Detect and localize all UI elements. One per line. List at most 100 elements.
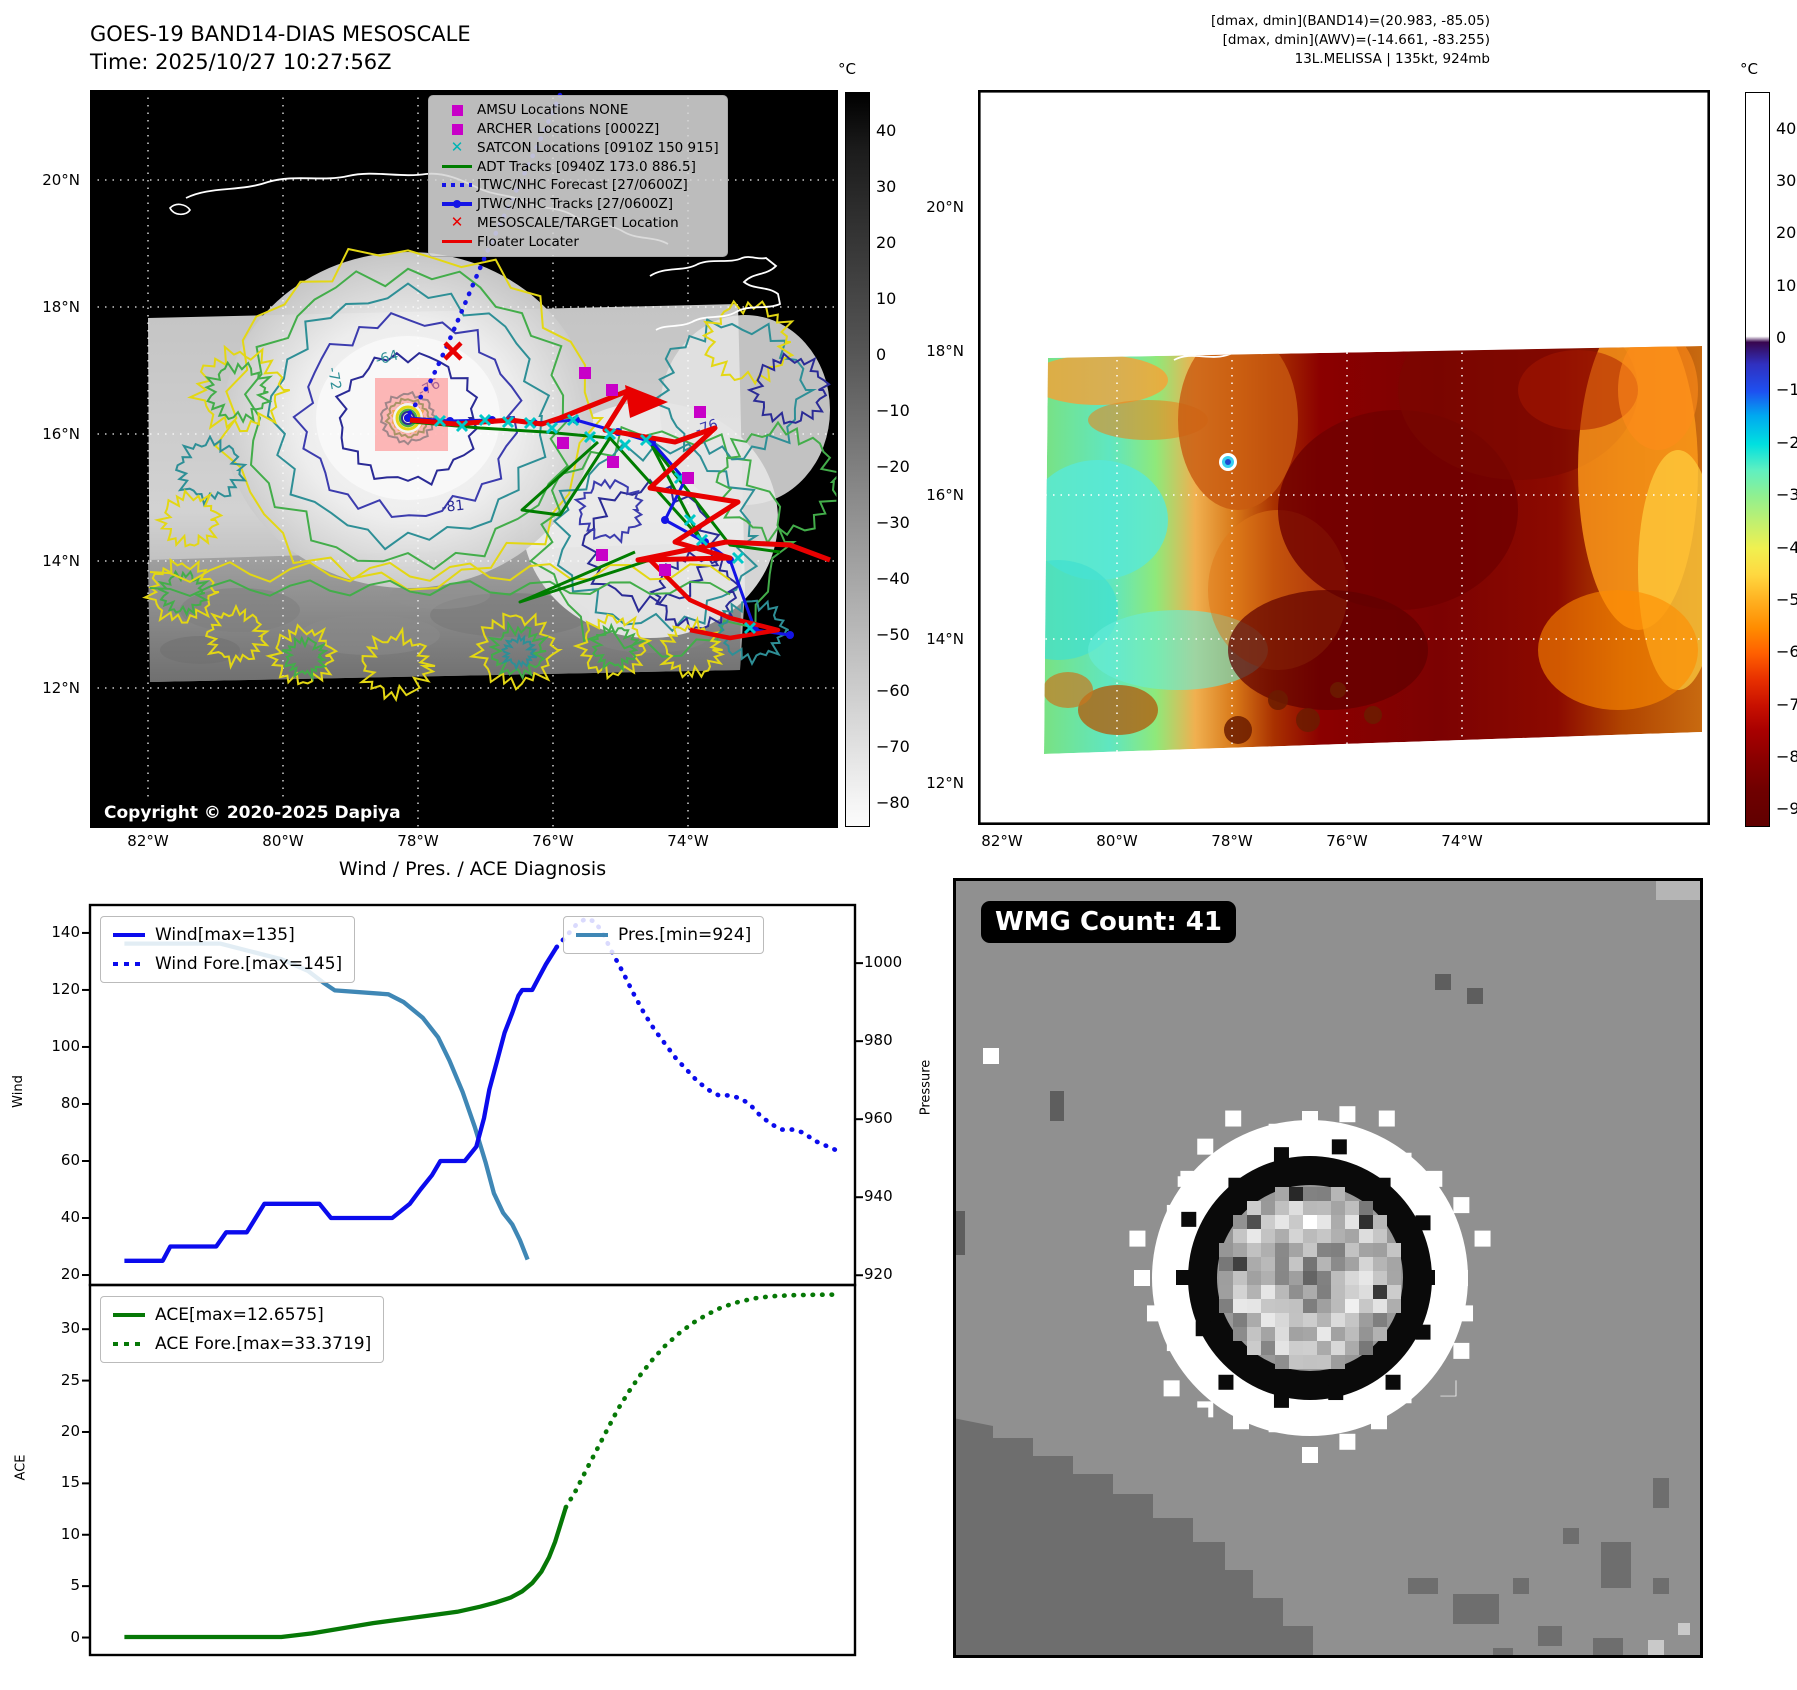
ace-ytick: 15 — [60, 1473, 80, 1492]
ace-legend-label: ACE[max=12.6575] — [155, 1305, 324, 1325]
legend-row: Wind Fore.[max=145] — [113, 953, 342, 975]
tr-cbar-tick: 10 — [1776, 275, 1797, 295]
tr-lat-tick: 18°N — [926, 342, 964, 360]
wind-fore-swatch — [113, 961, 145, 967]
wind-ytick: 140 — [51, 922, 80, 941]
legend-label: JTWC/NHC Tracks [27/0600Z] — [477, 196, 674, 213]
legend-row: ✕ MESOSCALE/TARGET Location — [437, 214, 719, 233]
tl-cbar-tick: −20 — [876, 456, 910, 476]
tr-cbar-tick: −30 — [1776, 485, 1797, 505]
tr-cbar-tick: 20 — [1776, 223, 1797, 243]
pres-ytick: 960 — [864, 1109, 893, 1128]
hurricane-eye — [1225, 459, 1231, 465]
line-marker-icon — [437, 239, 477, 244]
header-line: 13L.MELISSA | 135kt, 924mb — [1294, 51, 1490, 67]
tl-cbar-tick: −30 — [876, 512, 910, 532]
land-region — [953, 1418, 1313, 1658]
tl-cbar-tick: −40 — [876, 568, 910, 588]
header-line: [dmax, dmin](AWV)=(-14.661, -83.255) — [1222, 32, 1490, 48]
legend-row: ADT Tracks [0940Z 173.0 886.5] — [437, 157, 719, 176]
tr-lat-tick: 12°N — [926, 774, 964, 792]
wmg-count-map — [953, 878, 1703, 1658]
tr-cbar-tick: −50 — [1776, 589, 1797, 609]
satcon-x-icon — [433, 414, 447, 428]
legend-label: SATCON Locations [0910Z 150 915] — [477, 139, 719, 156]
legend-row: Floater Locater — [437, 232, 719, 251]
line-dot-marker-icon — [437, 199, 477, 208]
archer-square-icon — [682, 472, 694, 484]
tl-cbar-tick: 20 — [876, 233, 897, 253]
tl-colorbar — [845, 92, 870, 827]
archer-square-icon — [596, 549, 608, 561]
legend-row: JTWC/NHC Tracks [27/0600Z] — [437, 195, 719, 214]
legend-row: ✕ SATCON Locations [0910Z 150 915] — [437, 139, 719, 158]
satcon-x-icon — [603, 427, 617, 441]
tl-cbar-unit: °C — [838, 60, 856, 78]
wind-ytick: 60 — [60, 1150, 80, 1169]
wind-legend: Wind[max=135] Wind Fore.[max=145] — [100, 916, 356, 983]
tl-cbar-tick: 10 — [876, 289, 897, 309]
ace-axis-label: ACE — [13, 1454, 29, 1481]
pres-ytick: 1000 — [864, 953, 903, 972]
ir-color-map — [978, 90, 1710, 825]
pres-ytick: 940 — [864, 1187, 893, 1206]
tl-lat-tick: 12°N — [42, 679, 80, 697]
ace-fore-swatch — [113, 1341, 145, 1347]
wind-ytick: 20 — [60, 1265, 80, 1284]
satcon-x-icon — [455, 419, 469, 433]
legend-row: AMSU Locations NONE — [437, 101, 719, 120]
legend-row: ACE Fore.[max=33.3719] — [113, 1333, 371, 1355]
ace-fore-legend-label: ACE Fore.[max=33.3719] — [155, 1334, 372, 1354]
wind-fore-legend-label: Wind Fore.[max=145] — [155, 954, 343, 974]
tl-lon-tick: 78°W — [397, 832, 439, 850]
wmg-count-badge: WMG Count: 41 — [981, 901, 1236, 943]
tr-lon-tick: 74°W — [1441, 832, 1483, 850]
tr-lon-tick: 76°W — [1326, 832, 1368, 850]
tl-cbar-tick: 0 — [876, 344, 887, 364]
satcon-x-icon — [743, 621, 757, 635]
x-marker-icon: ✕ — [450, 138, 464, 157]
tr-cbar-tick: −70 — [1776, 694, 1797, 714]
satcon-x-icon — [683, 513, 697, 527]
storm-stats-header: [dmax, dmin](BAND14)=(20.983, -85.05) [dm… — [990, 12, 1490, 69]
satcon-x-icon — [566, 413, 580, 427]
satcon-x-icon — [618, 438, 632, 452]
tl-lon-tick: 74°W — [667, 832, 709, 850]
archer-square-icon — [606, 384, 618, 396]
legend-label: JTWC/NHC Forecast [27/0600Z] — [477, 177, 688, 194]
satcon-x-icon — [501, 415, 515, 429]
pres-line-swatch — [576, 932, 608, 938]
tr-cbar-tick: 0 — [1776, 328, 1787, 348]
series-Wind[max=135] — [124, 946, 559, 1263]
tl-lon-tick: 76°W — [532, 832, 574, 850]
tr-lat-tick: 14°N — [926, 630, 964, 648]
wind-axis-label: Wind — [10, 1075, 26, 1108]
contour-label: -72 — [324, 366, 344, 391]
tl-lon-tick: 80°W — [262, 832, 304, 850]
archer-square-icon — [607, 456, 619, 468]
ace-ytick: 10 — [60, 1524, 80, 1543]
wind-ytick: 100 — [51, 1036, 80, 1055]
tr-cbar-tick: −20 — [1776, 432, 1797, 452]
line-marker-icon — [437, 164, 477, 169]
target-x-icon — [443, 341, 463, 361]
satcon-x-icon — [695, 533, 709, 547]
satcon-x-icon — [639, 433, 653, 447]
tr-lat-tick: 20°N — [926, 198, 964, 216]
tr-lon-tick: 78°W — [1211, 832, 1253, 850]
legend-label: ADT Tracks [0940Z 173.0 886.5] — [477, 158, 696, 175]
ace-legend: ACE[max=12.6575] ACE Fore.[max=33.3719] — [100, 1296, 385, 1363]
tr-cbar-tick: −80 — [1776, 746, 1797, 766]
pressure-axis-label: Pressure — [918, 1059, 934, 1116]
tl-cbar-tick: 40 — [876, 121, 897, 141]
page-title: GOES-19 BAND14-DIAS MESOSCALE — [90, 22, 471, 46]
legend-label: ARCHER Locations [0002Z] — [477, 121, 660, 138]
ace-chart — [82, 1283, 857, 1657]
ace-ytick: 5 — [70, 1576, 80, 1595]
dotted-line-icon — [437, 183, 477, 188]
wind-ytick: 120 — [51, 979, 80, 998]
legend-row: ARCHER Locations [0002Z] — [437, 120, 719, 139]
legend-label: Floater Locater — [477, 233, 579, 250]
archer-square-icon — [579, 367, 591, 379]
